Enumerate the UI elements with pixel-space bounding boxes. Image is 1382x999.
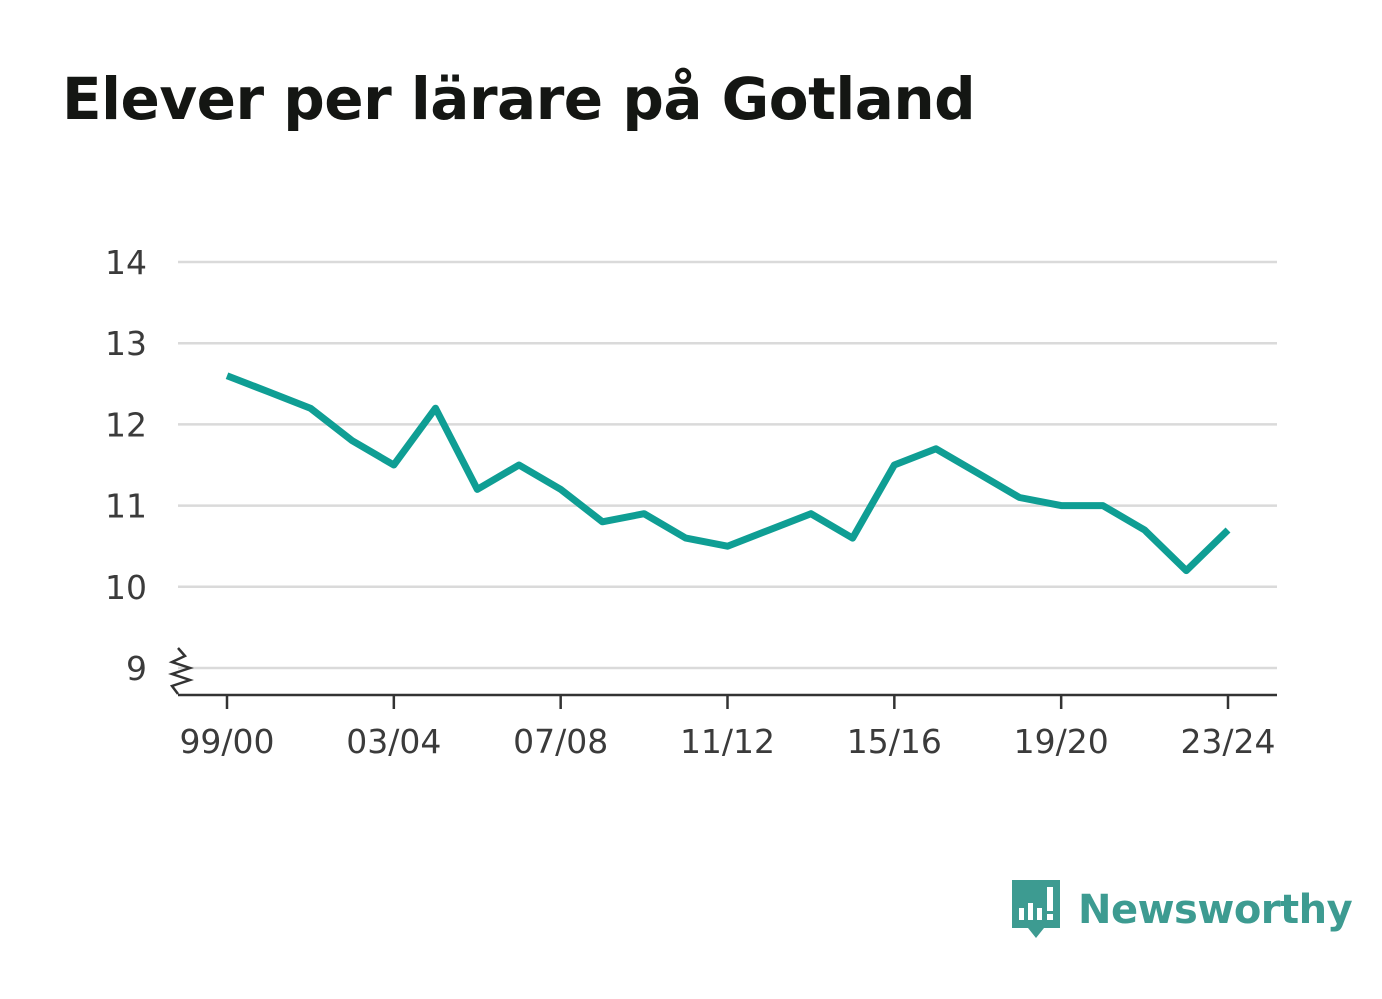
data-point-13-14 — [807, 510, 814, 517]
data-point-02-03 — [349, 437, 356, 444]
y-tick-label-14: 14 — [105, 243, 147, 282]
data-point-03-04 — [390, 462, 397, 469]
series-line-0 — [225, 372, 1231, 575]
brand-logo: Newsworthy — [1010, 878, 1353, 942]
data-point-21-22 — [1141, 526, 1148, 533]
data-point-23-24 — [1225, 526, 1232, 533]
x-axis — [178, 693, 1277, 709]
data-point-11-12 — [724, 543, 731, 550]
y-axis-tick-labels: 9 10 11 12 13 14 — [105, 243, 147, 688]
gridlines — [168, 260, 1277, 695]
x-tick-label-11-12: 11/12 — [680, 722, 775, 761]
data-point-19-20 — [1058, 502, 1065, 509]
y-tick-label-11: 11 — [105, 487, 147, 526]
newsworthy-logo-icon — [1012, 880, 1060, 938]
data-point-17-18 — [974, 470, 981, 477]
data-point-99-00 — [224, 372, 231, 379]
page-title: Elever per lärare på Gotland — [62, 65, 976, 133]
data-point-14-15 — [849, 535, 856, 542]
series-layer — [224, 372, 1232, 575]
y-tick-label-9: 9 — [126, 649, 147, 688]
data-point-08-09 — [599, 518, 606, 525]
data-point-00-01 — [265, 388, 272, 395]
data-point-20-21 — [1099, 502, 1106, 509]
data-point-07-08 — [557, 486, 564, 493]
data-point-09-10 — [641, 510, 648, 517]
data-point-22-23 — [1183, 567, 1190, 574]
data-point-05-06 — [474, 486, 481, 493]
data-point-10-11 — [682, 535, 689, 542]
data-point-18-19 — [1016, 494, 1023, 501]
data-point-06-07 — [515, 462, 522, 469]
x-tick-label-99-00: 99/00 — [179, 722, 274, 761]
line-chart: 9 10 11 12 13 14 99/00 03/04 07/08 11/12 15/16 19/… — [105, 243, 1277, 761]
y-tick-label-13: 13 — [105, 324, 147, 363]
x-axis-tick-labels: 99/00 03/04 07/08 11/12 15/16 19/20 23/24 — [179, 722, 1275, 761]
x-tick-label-03-04: 03/04 — [346, 722, 441, 761]
data-point-12-13 — [766, 526, 773, 533]
x-tick-label-15-16: 15/16 — [847, 722, 942, 761]
y-tick-label-10: 10 — [105, 568, 147, 607]
data-point-16-17 — [933, 445, 940, 452]
data-point-04-05 — [432, 405, 439, 412]
brand-name: Newsworthy — [1078, 887, 1353, 933]
x-tick-label-23-24: 23/24 — [1180, 722, 1275, 761]
x-tick-label-07-08: 07/08 — [513, 722, 608, 761]
data-point-15-16 — [891, 462, 898, 469]
y-tick-label-12: 12 — [105, 405, 147, 444]
x-tick-label-19-20: 19/20 — [1014, 722, 1109, 761]
data-point-01-02 — [307, 405, 314, 412]
y-axis-break-mark — [168, 647, 194, 695]
